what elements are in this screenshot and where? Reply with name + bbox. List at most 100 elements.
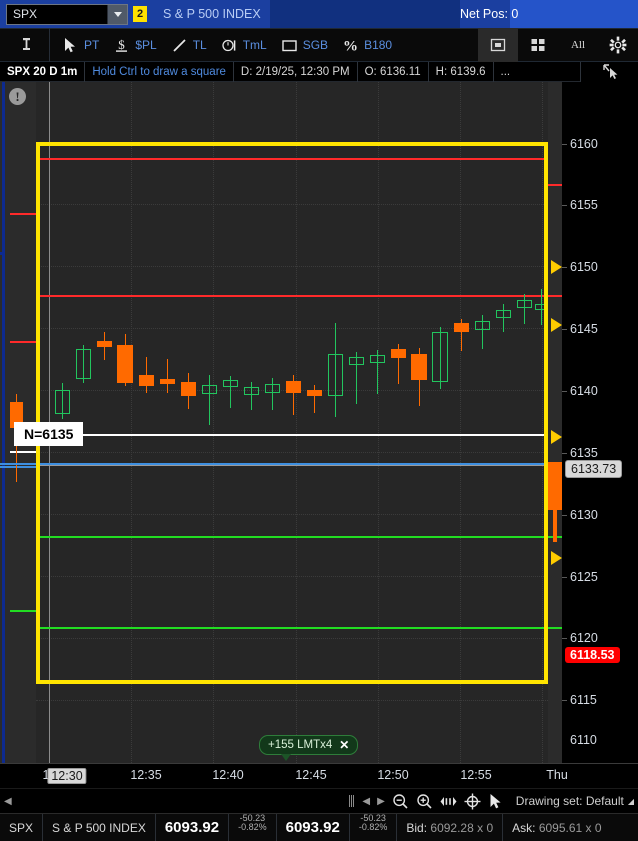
position-marker-tail [553, 510, 557, 542]
axis-tickmark [562, 391, 567, 392]
axis-tickmark [562, 700, 567, 701]
axis-level-red [548, 184, 562, 186]
info-high: H: 6139.6 [429, 61, 494, 82]
time-axis[interactable]: 1 12:30 12:35 12:40 12:45 12:50 12:55 Th… [0, 763, 638, 788]
candle-wick [377, 350, 378, 394]
tool-tml-label: TmL [242, 38, 267, 52]
time-tick-label-active[interactable]: 12:30 [47, 768, 87, 784]
tool-sgb[interactable]: SGB [274, 28, 335, 62]
axis-tick-label: 6120 [570, 631, 598, 645]
all-icon: All [570, 39, 586, 51]
gear-icon [609, 36, 627, 54]
grid-line-h [36, 452, 548, 453]
gutter-level-green [10, 610, 38, 612]
grid-line-h [36, 576, 548, 577]
candle-wick [461, 319, 462, 351]
candle-body [454, 323, 469, 332]
candle-body [517, 300, 532, 308]
candle-wick [167, 359, 168, 393]
percent-icon: % [343, 38, 358, 54]
candle-wick [440, 327, 441, 389]
all-panes-button[interactable]: All [558, 28, 598, 62]
dollar-icon: $ [116, 37, 128, 52]
candle-wick [251, 382, 252, 410]
tool-tl[interactable]: TL [164, 28, 214, 62]
current-price-tag[interactable]: 6133.73 [565, 460, 623, 478]
chart-plot[interactable]: ! [0, 82, 548, 763]
candle-body [307, 390, 322, 396]
zoom-out-button[interactable] [392, 793, 409, 810]
status-symbol: SPX [0, 813, 44, 841]
symbol-input[interactable]: SPX [6, 3, 128, 25]
gutter-level-red [10, 213, 38, 215]
resize-cursor-button[interactable] [580, 62, 638, 82]
candle-body [223, 380, 238, 387]
tool-b180[interactable]: % B180 [335, 28, 399, 62]
crosshair-button[interactable] [464, 793, 481, 810]
axis-level-green [548, 627, 562, 629]
candle-body [391, 349, 406, 358]
level-line-upper-green [36, 536, 548, 538]
order-flag[interactable]: +155 LMTx4 ✕ [259, 735, 359, 755]
drawing-set-label[interactable]: Drawing set: Default [515, 794, 624, 808]
trendline-icon [173, 38, 186, 52]
candle-wick [230, 376, 231, 408]
price-arrow-marker[interactable] [551, 318, 562, 332]
tool-b180-label: B180 [364, 38, 393, 52]
status-change: -50.23 -0.82% [229, 813, 277, 841]
pointer-button[interactable] [488, 793, 503, 810]
drawing-set-caret-icon[interactable]: ◢ [627, 796, 634, 806]
gutter-level-white [10, 451, 38, 453]
candle-wick [335, 323, 336, 417]
axis-tick-label: 6110 [570, 733, 597, 747]
net-position: Net Pos: 0 [460, 0, 518, 28]
zoom-in-button[interactable] [416, 793, 433, 810]
selection-rectangle[interactable] [36, 142, 548, 684]
fit-width-button[interactable] [440, 795, 457, 808]
scroll-left-icon[interactable]: ◀ [4, 795, 12, 807]
axis-tickmark [562, 453, 567, 454]
candle-wick [314, 385, 315, 413]
tool-pl[interactable]: $ $PL [106, 28, 163, 62]
warning-icon[interactable]: ! [9, 88, 26, 105]
chart-area[interactable]: ! [0, 82, 638, 763]
price-axis[interactable]: 6160 6155 6150 6145 6140 6135 6130 6125 … [548, 82, 638, 763]
gutter-level-blue [0, 466, 38, 468]
candle-body [286, 381, 301, 393]
tool-tl-label: TL [192, 38, 207, 52]
pin-tool-button[interactable] [0, 28, 50, 62]
order-flag-label: +155 LMTx4 [268, 739, 333, 751]
svg-text:$: $ [119, 37, 126, 52]
last-price-tag[interactable]: 6118.53 [565, 647, 620, 663]
grip-icon[interactable] [349, 795, 355, 807]
candle-body [535, 304, 548, 310]
step-right-icon[interactable]: ▶ [377, 795, 385, 807]
grid-line-h [36, 328, 548, 329]
status-bid: Bid: 6092.28 x 0 [397, 813, 504, 841]
position-marker-block[interactable] [548, 462, 562, 510]
link-badge[interactable]: 2 [133, 6, 147, 22]
measurement-label[interactable]: N=6135 [14, 422, 84, 446]
candle-body [76, 349, 91, 379]
grid-pane-button[interactable] [518, 28, 558, 62]
candle-body [181, 382, 196, 396]
single-pane-button[interactable] [478, 28, 518, 62]
axis-tick-label: 6130 [570, 508, 598, 522]
price-arrow-marker[interactable] [551, 551, 562, 565]
status-bid-value: 6092.28 x 0 [430, 820, 494, 835]
level-line-gray [36, 465, 548, 466]
clock-icon [222, 39, 236, 51]
tool-pt[interactable]: PT [50, 28, 106, 62]
info-symbol-interval: SPX 20 D 1m [0, 61, 86, 82]
price-arrow-marker[interactable] [551, 260, 562, 274]
close-icon[interactable]: ✕ [339, 738, 350, 752]
step-left-icon[interactable]: ◀ [362, 795, 371, 807]
tool-tml[interactable]: TmL [214, 28, 274, 62]
price-arrow-marker[interactable] [551, 430, 562, 444]
level-line-mid-red [36, 295, 548, 297]
settings-button[interactable] [598, 28, 638, 62]
axis-tick-label: 6155 [570, 198, 598, 212]
chevron-down-icon[interactable] [107, 4, 127, 24]
gutter-accent [0, 252, 5, 255]
info-more[interactable]: ... [500, 65, 511, 78]
